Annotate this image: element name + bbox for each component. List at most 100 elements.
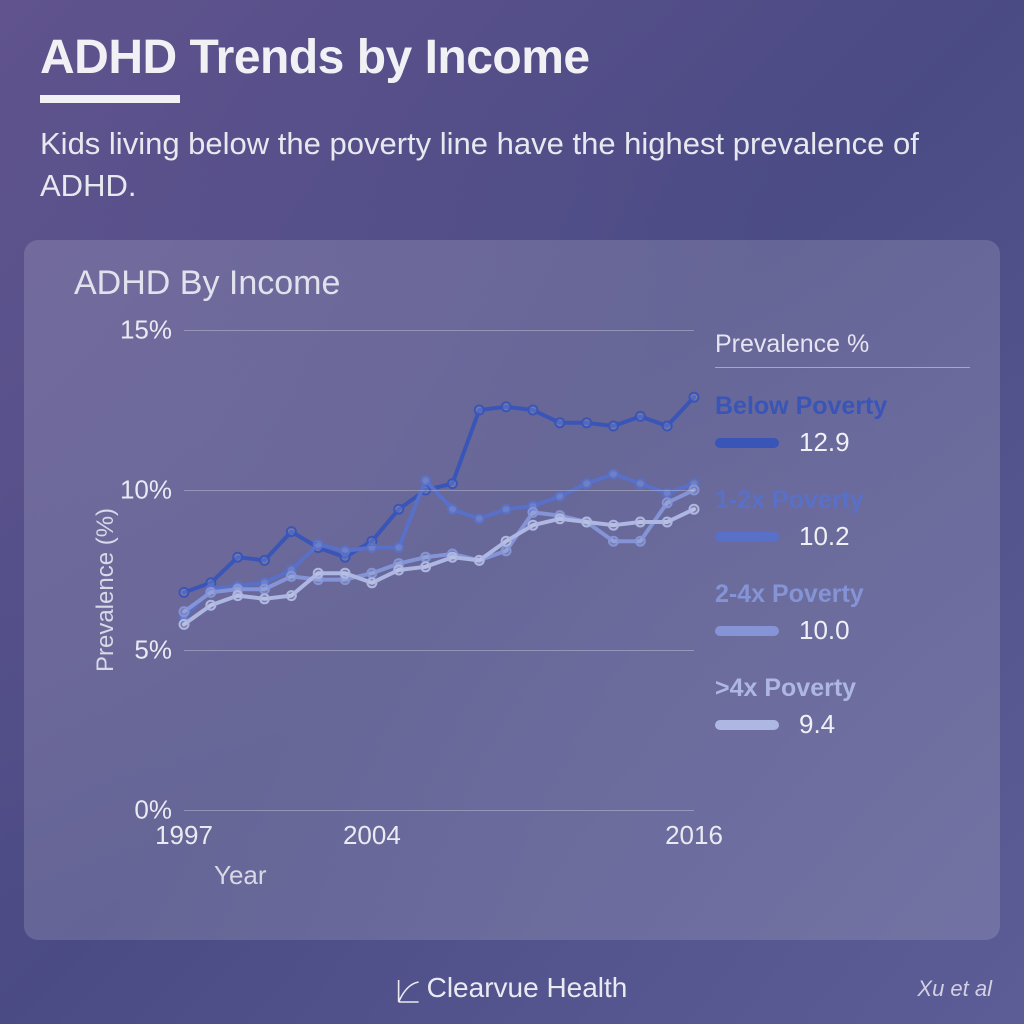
x-axis-label: Year <box>214 860 267 891</box>
series-line-two4x <box>184 490 694 612</box>
legend-item-one2x: 1-2x Poverty 10.2 <box>715 486 970 552</box>
legend-item-row: 10.2 <box>715 521 970 552</box>
series-marker-two4x <box>287 572 296 581</box>
series-marker-one2x <box>394 543 403 552</box>
series-marker-gt4x <box>555 514 564 523</box>
series-marker-below <box>528 406 537 415</box>
series-marker-gt4x <box>341 569 350 578</box>
legend-value: 10.2 <box>799 521 850 552</box>
series-marker-gt4x <box>421 562 430 571</box>
series-marker-below <box>260 556 269 565</box>
series-marker-below <box>448 479 457 488</box>
series-marker-gt4x <box>314 569 323 578</box>
series-marker-gt4x <box>690 505 699 514</box>
gridline <box>184 810 694 811</box>
page-subtitle: Kids living below the poverty line have … <box>40 123 940 207</box>
series-marker-one2x <box>555 492 564 501</box>
series-marker-gt4x <box>502 537 511 546</box>
legend-item-name: 1-2x Poverty <box>715 486 970 515</box>
footer-brand: Clearvue Health <box>397 972 628 1004</box>
series-marker-gt4x <box>287 591 296 600</box>
x-tick-label: 2016 <box>665 820 723 851</box>
series-marker-one2x <box>475 514 484 523</box>
legend-swatch <box>715 438 779 448</box>
series-marker-below <box>555 418 564 427</box>
series-marker-gt4x <box>528 521 537 530</box>
series-marker-gt4x <box>609 521 618 530</box>
legend-value: 12.9 <box>799 427 850 458</box>
series-marker-gt4x <box>582 518 591 527</box>
series-marker-gt4x <box>206 601 215 610</box>
y-tick-label: 5% <box>134 635 172 666</box>
series-marker-two4x <box>260 585 269 594</box>
gridline <box>184 650 694 651</box>
series-marker-gt4x <box>260 594 269 603</box>
series-marker-two4x <box>609 537 618 546</box>
brand-logo-icon <box>397 978 421 1004</box>
series-marker-gt4x <box>475 556 484 565</box>
series-marker-below <box>394 505 403 514</box>
series-marker-gt4x <box>394 566 403 575</box>
series-marker-two4x <box>421 553 430 562</box>
series-marker-one2x <box>502 505 511 514</box>
page-title: ADHD Trends by Income <box>40 30 984 85</box>
series-marker-two4x <box>636 537 645 546</box>
series-marker-two4x <box>528 508 537 517</box>
series-marker-gt4x <box>233 591 242 600</box>
series-marker-two4x <box>367 569 376 578</box>
legend-item-name: Below Poverty <box>715 392 970 421</box>
series-marker-gt4x <box>367 578 376 587</box>
series-marker-below <box>609 422 618 431</box>
series-marker-gt4x <box>180 620 189 629</box>
chart-area: Prevalence (%) 0%5%10%15%199720042016 Ye… <box>84 310 724 870</box>
y-axis-label: Prevalence (%) <box>92 508 120 672</box>
series-marker-two4x <box>206 588 215 597</box>
chart-card: ADHD By Income Prevalence (%) 0%5%10%15%… <box>24 240 1000 940</box>
chart-title: ADHD By Income <box>74 264 980 303</box>
legend-item-row: 9.4 <box>715 709 970 740</box>
series-marker-one2x <box>421 476 430 485</box>
series-marker-one2x <box>341 546 350 555</box>
legend-swatch <box>715 720 779 730</box>
legend-item-gt4x: >4x Poverty 9.4 <box>715 674 970 740</box>
series-marker-one2x <box>636 479 645 488</box>
series-marker-gt4x <box>448 553 457 562</box>
chart-plot: 0%5%10%15%199720042016 <box>184 330 694 810</box>
legend-item-below: Below Poverty 12.9 <box>715 392 970 458</box>
series-marker-one2x <box>367 543 376 552</box>
series-marker-below <box>475 406 484 415</box>
chart-svg <box>184 330 694 810</box>
series-marker-gt4x <box>636 518 645 527</box>
legend-item-row: 12.9 <box>715 427 970 458</box>
series-marker-one2x <box>448 505 457 514</box>
legend-title: Prevalence % <box>715 330 970 368</box>
series-marker-below <box>180 588 189 597</box>
series-marker-two4x <box>502 546 511 555</box>
y-tick-label: 10% <box>120 475 172 506</box>
series-marker-gt4x <box>663 518 672 527</box>
series-marker-below <box>502 402 511 411</box>
series-marker-one2x <box>582 479 591 488</box>
series-marker-below <box>287 527 296 536</box>
x-tick-label: 1997 <box>155 820 213 851</box>
legend-item-two4x: 2-4x Poverty10.0 <box>715 580 970 646</box>
series-marker-one2x <box>609 470 618 479</box>
series-marker-one2x <box>314 540 323 549</box>
x-tick-label: 2004 <box>343 820 401 851</box>
chart-legend: Prevalence % Below Poverty 12.9 1-2x Pover… <box>715 330 970 768</box>
series-marker-below <box>233 553 242 562</box>
series-marker-below <box>663 422 672 431</box>
legend-value: 9.4 <box>799 709 835 740</box>
gridline <box>184 330 694 331</box>
legend-swatch <box>715 532 779 542</box>
citation-text: Xu et al <box>917 976 992 1002</box>
series-marker-below <box>690 393 699 402</box>
legend-item-name: >4x Poverty <box>715 674 970 703</box>
gridline <box>184 490 694 491</box>
series-marker-below <box>582 418 591 427</box>
series-marker-below <box>636 412 645 421</box>
y-tick-label: 15% <box>120 315 172 346</box>
brand-name: Clearvue Health <box>427 972 628 1004</box>
legend-swatch <box>715 626 779 636</box>
legend-item-row: 10.0 <box>715 615 970 646</box>
